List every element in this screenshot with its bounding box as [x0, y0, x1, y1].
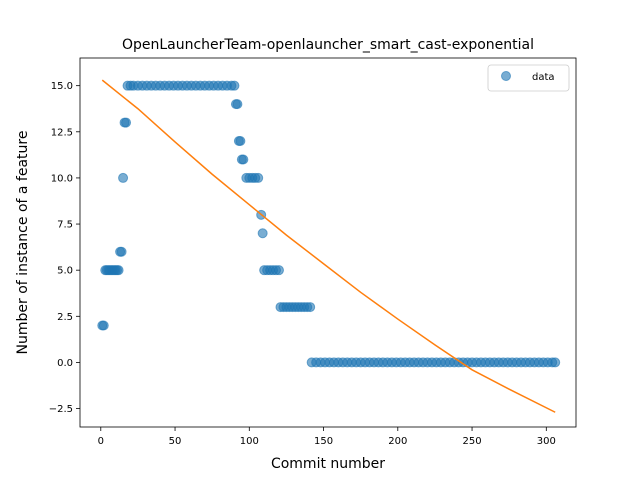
fit-curve-line — [101, 79, 556, 413]
legend: data — [487, 64, 570, 92]
y-tick-label: 12.5 — [51, 127, 73, 138]
data-point — [235, 136, 246, 147]
y-tick-label: 10.0 — [51, 173, 73, 184]
data-point — [229, 80, 240, 91]
y-tick-label: 0.0 — [57, 358, 73, 369]
legend-box — [487, 64, 570, 92]
y-tick-label: −2.5 — [49, 404, 73, 415]
y-tick-label: 7.5 — [57, 220, 73, 231]
x-tick-label: 300 — [537, 436, 556, 447]
plot-area — [80, 58, 576, 427]
data-point — [98, 320, 109, 331]
x-tick-label: 0 — [98, 436, 104, 447]
x-tick-label: 200 — [388, 436, 407, 447]
data-point — [116, 246, 127, 257]
x-axis-label: Commit number — [271, 456, 385, 472]
data-point — [118, 172, 129, 183]
data-point — [257, 228, 268, 239]
data-point — [113, 265, 124, 276]
data-point — [232, 99, 243, 110]
x-tick-label: 100 — [240, 436, 259, 447]
chart-title: OpenLauncherTeam-openlauncher_smart_cast… — [122, 37, 534, 53]
x-tick-label: 50 — [169, 436, 182, 447]
y-tick-label: 15.0 — [51, 81, 73, 92]
plot-frame — [79, 57, 577, 428]
y-tick-label: 2.5 — [57, 312, 73, 323]
data-point — [305, 302, 316, 313]
y-axis: −2.5 0.0 2.5 5.0 7.5 10.0 12.5 15.0 — [49, 81, 80, 415]
plot-background — [80, 58, 576, 427]
y-tick-label: 5.0 — [57, 266, 73, 277]
legend-marker — [501, 71, 511, 81]
data-point — [273, 265, 284, 276]
data-point — [550, 357, 561, 368]
x-tick-label: 250 — [463, 436, 482, 447]
legend-label: data — [532, 72, 555, 83]
y-axis-label: Number of instance of a feature — [15, 131, 31, 355]
data-point — [121, 117, 132, 128]
x-axis: 0 50 100 150 200 250 300 — [98, 427, 556, 447]
x-tick-label: 150 — [314, 436, 333, 447]
data-point — [253, 172, 264, 183]
data-point — [238, 154, 249, 165]
series-layer — [97, 79, 561, 413]
